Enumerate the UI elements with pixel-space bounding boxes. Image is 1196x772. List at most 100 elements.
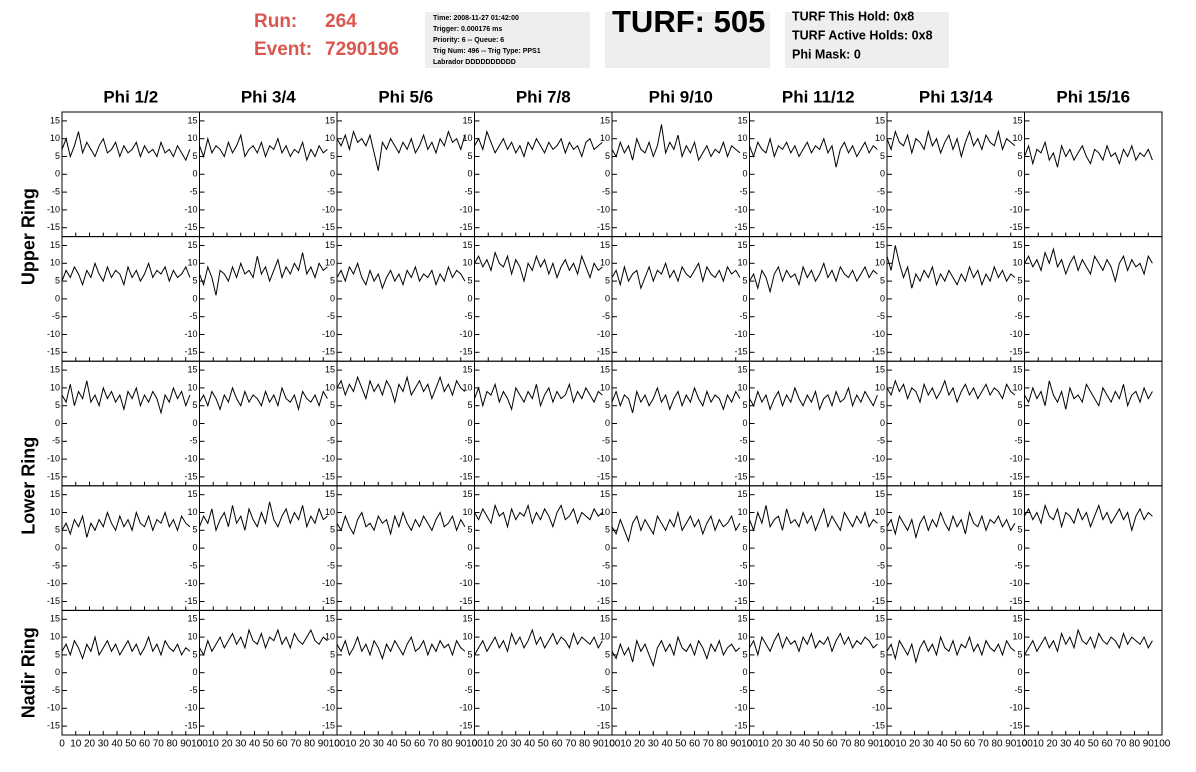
y-tick-label: 5 [605, 525, 610, 535]
y-tick-label: 0 [742, 169, 747, 179]
panel-frame [886, 609, 1025, 736]
y-tick-label: -15 [459, 347, 472, 357]
waveform [199, 628, 328, 657]
y-tick-label: -10 [322, 329, 335, 339]
x-tick-label: 40 [249, 739, 261, 750]
y-tick-label: 5 [605, 275, 610, 285]
y-tick-label: 10 [600, 507, 610, 517]
waveform [749, 136, 878, 168]
x-tick-label: 50 [675, 739, 687, 750]
y-tick-label: 10 [1012, 507, 1022, 517]
x-tick-label: 30 [373, 739, 385, 750]
run-number: 264 [325, 11, 357, 32]
y-tick-label: -15 [322, 222, 335, 232]
y-tick-label: 5 [55, 649, 60, 659]
y-tick-label: 10 [600, 133, 610, 143]
x-tick-label: 100 [879, 739, 896, 750]
y-tick-label: -15 [597, 222, 610, 232]
y-tick-label: 10 [875, 133, 885, 143]
panel-frame [749, 111, 888, 238]
y-tick-label: 15 [187, 240, 197, 250]
y-tick-label: -5 [52, 560, 60, 570]
y-tick-label: -5 [327, 311, 335, 321]
y-tick-label: 10 [325, 382, 335, 392]
y-tick-label: 10 [600, 258, 610, 268]
waveform [61, 635, 191, 661]
x-tick-label: 70 [840, 739, 852, 750]
info-line: Trig Num: 496 -- Trig Type: PPS1 [433, 48, 541, 55]
y-tick-label: -10 [47, 204, 60, 214]
y-tick-label: -10 [1009, 578, 1022, 588]
panel-frame [886, 111, 1025, 238]
waveform [199, 501, 328, 533]
x-tick-label: 10 [483, 739, 495, 750]
y-tick-label: 5 [55, 525, 60, 535]
y-tick-label: -10 [322, 204, 335, 214]
y-tick-label: -15 [734, 222, 747, 232]
waveform [61, 380, 191, 415]
y-tick-label: -5 [602, 685, 610, 695]
y-tick-label: -5 [464, 685, 472, 695]
x-tick-label: 70 [978, 739, 990, 750]
y-tick-label: 5 [1017, 275, 1022, 285]
event-number: 7290196 [325, 39, 399, 60]
panel-frame [61, 111, 200, 238]
y-tick-label: 10 [875, 507, 885, 517]
panel-frame [749, 609, 888, 736]
y-tick-label: -5 [877, 436, 885, 446]
y-tick-label: 0 [467, 293, 472, 303]
y-tick-label: 10 [1012, 258, 1022, 268]
y-tick-label: 0 [467, 418, 472, 428]
x-tick-label: 30 [98, 739, 110, 750]
y-tick-label: -5 [52, 311, 60, 321]
waveform [199, 386, 328, 412]
y-tick-label: 5 [467, 649, 472, 659]
y-tick-label: -15 [184, 222, 197, 232]
panel-frame [61, 236, 200, 362]
y-tick-label: 0 [1017, 542, 1022, 552]
waveform [474, 250, 603, 284]
y-tick-label: -15 [1009, 222, 1022, 232]
waveform [336, 261, 466, 290]
panel-frame [61, 609, 200, 736]
panel-frame [611, 485, 750, 611]
panel-frame [749, 360, 888, 487]
y-tick-label: 10 [737, 631, 747, 641]
y-tick-label: 0 [467, 169, 472, 179]
waveform [611, 124, 741, 162]
panel-frame [611, 609, 750, 736]
x-tick-label: 70 [428, 739, 440, 750]
panel-frame [886, 485, 1025, 611]
x-tick-label: 0 [1022, 739, 1028, 750]
y-tick-label: 10 [187, 258, 197, 268]
y-tick-label: -10 [1009, 329, 1022, 339]
x-tick-label: 10 [208, 739, 220, 750]
y-tick-label: -5 [327, 186, 335, 196]
y-tick-label: 5 [192, 400, 197, 410]
x-tick-label: 20 [221, 739, 233, 750]
y-tick-label: 0 [192, 667, 197, 677]
y-tick-label: 15 [1012, 489, 1022, 499]
waveform [886, 635, 1016, 664]
y-tick-label: 15 [737, 240, 747, 250]
y-tick-label: 0 [330, 293, 335, 303]
y-tick-label: 0 [55, 542, 60, 552]
y-tick-label: 10 [462, 631, 472, 641]
y-tick-label: 15 [50, 240, 60, 250]
y-tick-label: -15 [597, 471, 610, 481]
y-tick-label: 15 [462, 364, 472, 374]
y-tick-label: 15 [462, 240, 472, 250]
x-tick-label: 30 [923, 739, 935, 750]
waveform [1024, 140, 1153, 168]
y-tick-label: -5 [739, 685, 747, 695]
y-tick-label: -10 [322, 453, 335, 463]
y-tick-label: -5 [1014, 436, 1022, 446]
y-tick-label: -5 [1014, 311, 1022, 321]
y-tick-label: 15 [1012, 240, 1022, 250]
y-tick-label: 15 [737, 614, 747, 624]
x-tick-label: 70 [1115, 739, 1127, 750]
y-tick-label: 10 [50, 382, 60, 392]
x-tick-label: 100 [191, 739, 208, 750]
panel-frame [336, 609, 475, 736]
y-tick-label: 15 [187, 614, 197, 624]
